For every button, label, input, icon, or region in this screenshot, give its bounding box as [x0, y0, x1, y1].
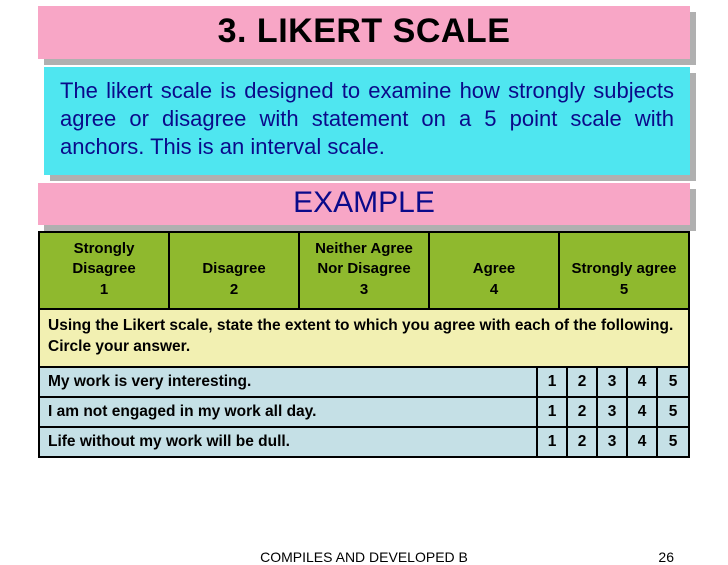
answer-option[interactable]: 5 [658, 368, 688, 396]
scale-header-cell: Agree 4 [430, 233, 560, 308]
answer-option[interactable]: 2 [568, 428, 598, 456]
question-text: My work is very interesting. [40, 368, 538, 396]
answer-option[interactable]: 3 [598, 398, 628, 426]
answer-option[interactable]: 3 [598, 368, 628, 396]
answer-option[interactable]: 4 [628, 368, 658, 396]
question-row: My work is very interesting. 1 2 3 4 5 [40, 366, 688, 396]
scale-header-cell: Neither Agree Nor Disagree 3 [300, 233, 430, 308]
description-text: The likert scale is designed to examine … [60, 77, 674, 161]
slide-title: 3. LIKERT SCALE [38, 12, 690, 51]
question-row: I am not engaged in my work all day. 1 2… [40, 396, 688, 426]
answer-option[interactable]: 2 [568, 398, 598, 426]
answer-option[interactable]: 5 [658, 398, 688, 426]
answer-option[interactable]: 4 [628, 428, 658, 456]
instruction-row: Using the Likert scale, state the extent… [40, 308, 688, 366]
likert-table: Strongly Disagree 1 Disagree 2 Neither A… [38, 231, 690, 457]
answer-option[interactable]: 1 [538, 398, 568, 426]
answer-option[interactable]: 4 [628, 398, 658, 426]
answer-option[interactable]: 3 [598, 428, 628, 456]
example-label: EXAMPLE [38, 186, 690, 220]
answer-option[interactable]: 1 [538, 368, 568, 396]
question-text: Life without my work will be dull. [40, 428, 538, 456]
scale-header-cell: Disagree 2 [170, 233, 300, 308]
description-box: The likert scale is designed to examine … [44, 67, 690, 175]
question-row: Life without my work will be dull. 1 2 3… [40, 426, 688, 456]
footer-credit: COMPILES AND DEVELOPED B [260, 549, 468, 565]
scale-header-cell: Strongly agree 5 [560, 233, 688, 308]
answer-option[interactable]: 5 [658, 428, 688, 456]
example-banner: EXAMPLE [38, 183, 690, 225]
scale-header-cell: Strongly Disagree 1 [40, 233, 170, 308]
title-banner: 3. LIKERT SCALE [38, 6, 690, 59]
scale-header-row: Strongly Disagree 1 Disagree 2 Neither A… [40, 233, 688, 308]
answer-option[interactable]: 1 [538, 428, 568, 456]
answer-option[interactable]: 2 [568, 368, 598, 396]
page-number: 26 [658, 549, 674, 565]
question-text: I am not engaged in my work all day. [40, 398, 538, 426]
